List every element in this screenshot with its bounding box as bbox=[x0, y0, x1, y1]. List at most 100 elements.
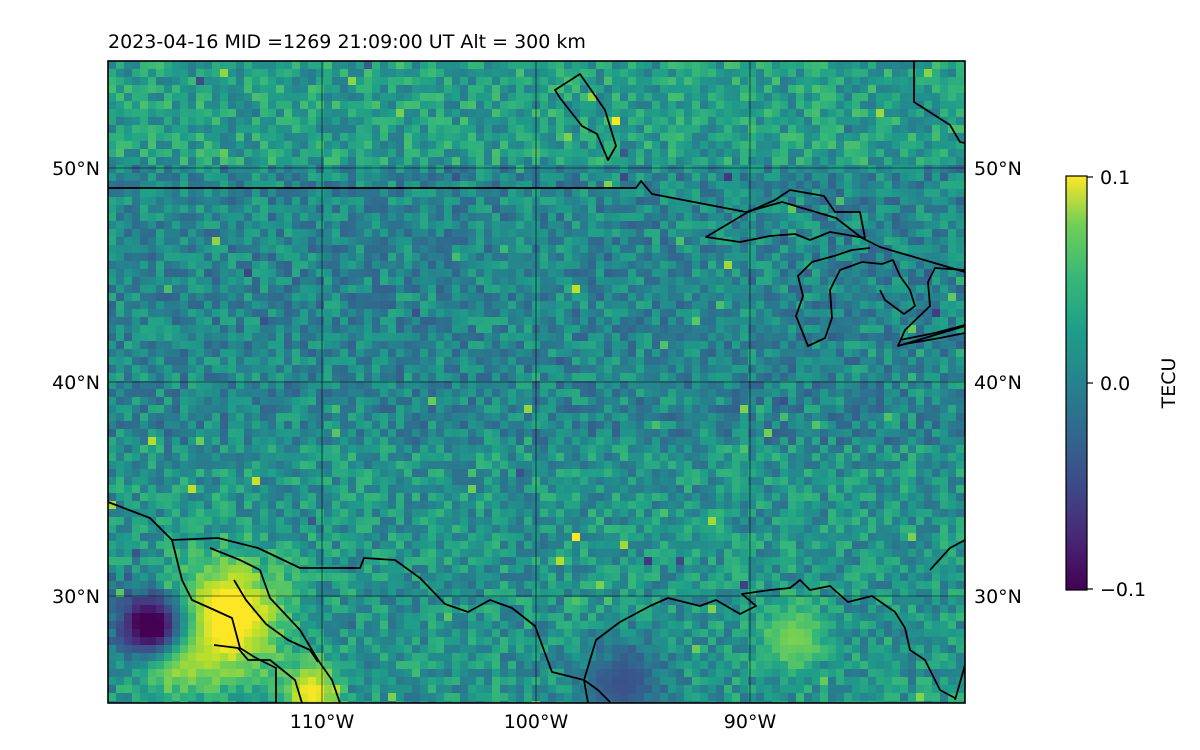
heatmap-cell bbox=[828, 93, 837, 102]
heatmap-cell bbox=[908, 165, 917, 174]
heatmap-cell bbox=[308, 397, 317, 406]
heatmap-cell bbox=[116, 165, 125, 174]
heatmap-cell bbox=[916, 69, 925, 78]
heatmap-cell bbox=[492, 341, 501, 350]
heatmap-cell bbox=[948, 85, 957, 94]
heatmap-cell bbox=[340, 181, 349, 190]
heatmap-cell bbox=[772, 221, 781, 230]
heatmap-cell bbox=[180, 229, 189, 238]
heatmap-cell bbox=[268, 109, 277, 118]
heatmap-cell bbox=[828, 381, 837, 390]
heatmap-cell bbox=[268, 317, 277, 326]
heatmap-cell bbox=[388, 61, 397, 70]
heatmap-cell bbox=[884, 77, 893, 86]
heatmap-cell bbox=[804, 253, 813, 262]
heatmap-cell bbox=[948, 117, 957, 126]
heatmap-cell bbox=[140, 413, 149, 422]
heatmap-cell bbox=[676, 205, 685, 214]
heatmap-cell bbox=[308, 421, 317, 430]
heatmap-cell bbox=[740, 349, 749, 358]
heatmap-cell bbox=[908, 125, 917, 134]
heatmap-cell bbox=[844, 253, 853, 262]
heatmap-cell bbox=[636, 325, 645, 334]
heatmap-cell bbox=[684, 213, 693, 222]
heatmap-cell bbox=[764, 373, 773, 382]
heatmap-cell bbox=[636, 277, 645, 286]
heatmap-cell bbox=[380, 317, 389, 326]
heatmap-cell bbox=[732, 301, 741, 310]
heatmap-cell bbox=[548, 421, 557, 430]
heatmap-cell bbox=[940, 229, 949, 238]
heatmap-cell bbox=[636, 365, 645, 374]
heatmap-cell bbox=[108, 293, 117, 302]
heatmap-cell bbox=[276, 325, 285, 334]
heatmap-cell bbox=[220, 245, 229, 254]
heatmap-cell bbox=[524, 245, 533, 254]
heatmap-cell bbox=[748, 341, 757, 350]
heatmap-cell bbox=[388, 405, 397, 414]
heatmap-cell bbox=[324, 133, 333, 142]
heatmap-cell bbox=[572, 293, 581, 302]
heatmap-cell bbox=[524, 413, 533, 422]
heatmap-cell bbox=[524, 261, 533, 270]
heatmap-cell bbox=[476, 229, 485, 238]
heatmap-cell bbox=[652, 181, 661, 190]
heatmap-cell bbox=[588, 173, 597, 182]
heatmap-cell bbox=[412, 381, 421, 390]
heatmap-cell bbox=[268, 93, 277, 102]
heatmap-cell bbox=[236, 421, 245, 430]
heatmap-cell bbox=[164, 77, 173, 86]
heatmap-cell bbox=[388, 237, 397, 246]
heatmap-cell bbox=[292, 85, 301, 94]
heatmap-cell bbox=[796, 261, 805, 270]
heatmap-cell bbox=[436, 373, 445, 382]
heatmap-cell bbox=[268, 389, 277, 398]
heatmap-cell bbox=[428, 373, 437, 382]
heatmap-cell bbox=[292, 341, 301, 350]
heatmap-cell bbox=[516, 77, 525, 86]
heatmap-cell bbox=[516, 285, 525, 294]
heatmap-cell bbox=[780, 341, 789, 350]
heatmap-cell bbox=[332, 261, 341, 270]
heatmap-cell bbox=[596, 61, 605, 70]
heatmap-cell bbox=[388, 301, 397, 310]
heatmap-cell bbox=[236, 149, 245, 158]
heatmap-cell bbox=[948, 293, 957, 302]
heatmap-cell bbox=[276, 133, 285, 142]
heatmap-cell bbox=[260, 349, 269, 358]
heatmap-cell bbox=[556, 317, 565, 326]
heatmap-cell bbox=[316, 341, 325, 350]
heatmap-cell bbox=[580, 133, 589, 142]
heatmap-cell bbox=[228, 237, 237, 246]
heatmap-cell bbox=[124, 205, 133, 214]
heatmap-cell bbox=[740, 149, 749, 158]
heatmap-cell bbox=[516, 165, 525, 174]
heatmap-cell bbox=[508, 173, 517, 182]
heatmap-cell bbox=[404, 229, 413, 238]
heatmap-cell bbox=[300, 349, 309, 358]
heatmap-cell bbox=[844, 381, 853, 390]
heatmap-cell bbox=[940, 285, 949, 294]
heatmap-cell bbox=[508, 301, 517, 310]
heatmap-cell bbox=[628, 357, 637, 366]
heatmap-cell bbox=[428, 205, 437, 214]
heatmap-cell bbox=[756, 301, 765, 310]
heatmap-cell bbox=[172, 85, 181, 94]
heatmap-cell bbox=[420, 213, 429, 222]
heatmap-cell bbox=[644, 405, 653, 414]
heatmap-cell bbox=[108, 125, 117, 134]
heatmap-cell bbox=[740, 181, 749, 190]
heatmap-cell bbox=[108, 93, 117, 102]
heatmap-cell bbox=[612, 253, 621, 262]
heatmap-cell bbox=[804, 181, 813, 190]
heatmap-cell bbox=[724, 125, 733, 134]
heatmap-cell bbox=[364, 189, 373, 198]
heatmap-cell bbox=[348, 149, 357, 158]
heatmap-cell bbox=[644, 309, 653, 318]
heatmap-cell bbox=[916, 85, 925, 94]
heatmap-cell bbox=[484, 397, 493, 406]
heatmap-cell bbox=[724, 309, 733, 318]
heatmap-cell bbox=[196, 101, 205, 110]
heatmap-cell bbox=[204, 301, 213, 310]
heatmap-cell bbox=[484, 125, 493, 134]
